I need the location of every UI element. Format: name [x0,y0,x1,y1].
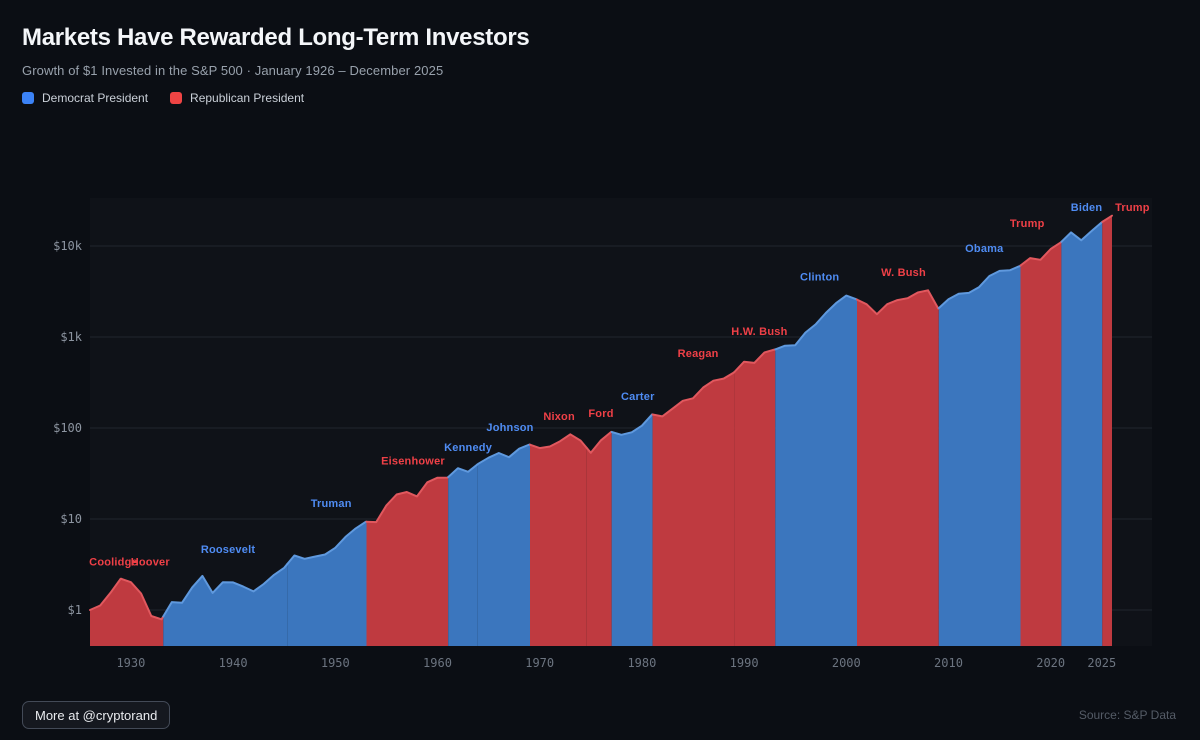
x-axis-tick-2010: 2010 [934,656,963,670]
page-subtitle: Growth of $1 Invested in the S&P 500 · J… [22,62,444,78]
area-segment-johnson [477,444,530,646]
x-axis-tick-1990: 1990 [730,656,759,670]
area-segment-reagan [652,372,735,646]
area-segment-w-bush [857,290,939,646]
area-segment-roosevelt [163,564,288,646]
president-label-obama: Obama [965,243,1004,255]
president-label-johnson: Johnson [486,422,533,434]
source-text: Source: S&P Data [1078,708,1176,722]
line-segment-reagan [651,371,736,418]
area-segment-biden [1061,221,1103,646]
legend-item-republican: Republican President [170,91,304,105]
area-segment-obama [938,265,1021,646]
line-segment-truman [286,520,368,566]
chart-legend: Democrat President Republican President [22,91,529,105]
area-segment-hoover [121,578,164,646]
y-axis-tick--100: $100 [53,421,82,435]
x-axis-tick-1930: 1930 [116,656,145,670]
president-label-trump: Trump [1115,202,1150,214]
line-segment-roosevelt [162,563,289,618]
x-axis-tick-1970: 1970 [525,656,554,670]
x-axis-tick-1960: 1960 [423,656,452,670]
president-label-clinton: Clinton [800,272,839,284]
area-segment-nixon [530,434,587,646]
president-label-w-bush: W. Bush [881,267,926,279]
legend-label-republican: Republican President [190,90,305,105]
president-label-biden: Biden [1071,202,1103,214]
area-segment-clinton [775,295,857,646]
president-label-carter: Carter [621,391,655,403]
line-segment-w-bush [856,289,940,316]
x-axis-tick-1950: 1950 [321,656,350,670]
area-segment-eisenhower [366,477,449,646]
x-axis-tick-2000: 2000 [832,656,861,670]
president-label-nixon: Nixon [543,411,575,423]
president-label-reagan: Reagan [678,348,719,360]
president-label-eisenhower: Eisenhower [381,455,445,467]
line-segment-trump [1101,214,1113,223]
line-segment-clinton [774,294,858,351]
legend-item-democrat: Democrat President [22,91,148,105]
line-segment-nixon [529,433,588,450]
president-label-hoover: Hoover [131,557,171,569]
y-axis-tick--10: $10 [60,512,82,526]
democrat-color-swatch [22,91,34,104]
line-segment-eisenhower [365,476,450,524]
chart-header: Markets Have Rewarded Long-Term Investor… [22,24,530,105]
republican-color-swatch [170,91,183,104]
president-label-coolidge: Coolidge [89,557,138,569]
line-segment-kennedy [447,463,479,479]
line-segment-johnson [476,443,531,466]
y-axis-tick--1k: $1k [60,330,82,344]
line-segment-hoover [120,577,165,621]
president-label-ford: Ford [588,408,613,420]
area-segment-trump [1020,241,1062,647]
area-segment-carter [611,414,653,646]
x-axis-tick-2025: 2025 [1087,656,1116,670]
president-label-kennedy: Kennedy [444,442,493,454]
area-segment-h-w-bush [734,349,776,646]
y-axis-tick--10k: $10k [53,239,83,253]
x-axis-tick-1940: 1940 [219,656,248,670]
line-segment-obama [937,264,1022,310]
area-segment-coolidge [90,578,122,646]
area-segment-kennedy [448,464,478,646]
credit-button[interactable]: More at @cryptorand [22,701,171,729]
area-segment-trump [1102,215,1112,646]
president-label-roosevelt: Roosevelt [201,544,256,556]
area-segment-ford [586,431,612,646]
y-axis-tick--1: $1 [68,603,82,617]
x-axis-tick-1980: 1980 [627,656,656,670]
president-label-h-w-bush: H.W. Bush [731,326,787,338]
page-title: Markets Have Rewarded Long-Term Investor… [22,24,530,51]
area-segment-truman [287,521,367,646]
president-label-trump: Trump [1010,218,1045,230]
x-axis-tick-2020: 2020 [1036,656,1065,670]
president-label-truman: Truman [311,498,352,510]
legend-label-democrat: Democrat President [42,90,149,105]
